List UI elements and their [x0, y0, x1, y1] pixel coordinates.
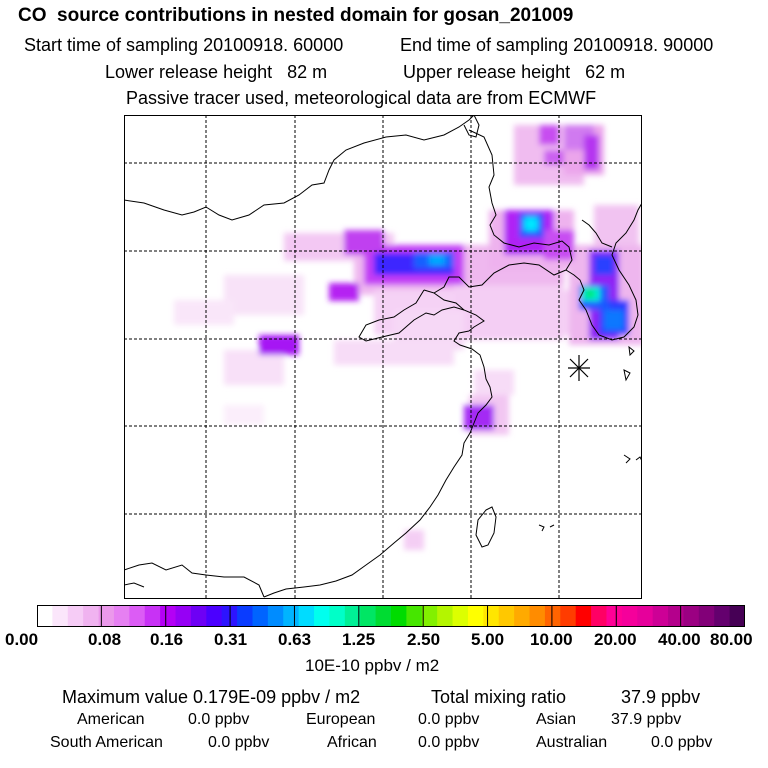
start-time-label: Start time of sampling 20100918. 60000 [24, 35, 344, 55]
colorbar-segment [729, 605, 745, 627]
colorbar-tick-label: 40.00 [658, 630, 701, 649]
colorbar-segment [391, 605, 407, 627]
region-value: 37.9 ppbv [611, 711, 682, 728]
colorbar-segment [591, 605, 607, 627]
region-value: 0.0 ppbv [208, 734, 270, 751]
colorbar-segment [52, 605, 69, 627]
colorbar-segment [83, 605, 100, 627]
colorbar-segment [375, 605, 392, 627]
colorbar-segment [314, 605, 330, 627]
colorbar-segment [406, 605, 423, 627]
region-name: South American [50, 734, 163, 751]
colorbar-tick-label: 5.00 [471, 630, 505, 649]
lower-height-label: Lower release height 82 m [105, 62, 328, 82]
asterisk-receptor-icon [568, 355, 590, 381]
colorbar-tick-label: 0.08 [88, 630, 122, 649]
tracer-note: Passive tracer used, meteorological data… [126, 88, 597, 108]
page-title: CO source contributions in nested domain… [18, 5, 574, 26]
total-mixing-label: Total mixing ratio [431, 687, 567, 707]
colorbar-segment [113, 605, 130, 627]
colorbar-segment [329, 605, 346, 627]
upper-height-label: Upper release height 62 m [403, 62, 626, 82]
region-value: 0.0 ppbv [651, 734, 713, 751]
colorbar-segment [160, 605, 177, 627]
colorbar-segment [67, 605, 84, 627]
colorbar-segment [652, 605, 669, 627]
colorbar-segment [606, 605, 623, 627]
colorbar-segment [668, 605, 684, 627]
colorbar-segment [575, 605, 592, 627]
coastlines [124, 115, 642, 598]
colorbar-segment [206, 605, 223, 627]
colorbar-tick-label: 20.00 [594, 630, 637, 649]
colorbar-tick-label: 10.00 [530, 630, 573, 649]
colorbar-tick-label: 0.63 [278, 630, 312, 649]
colorbar-segment [190, 605, 207, 627]
colorbar-segment [637, 605, 654, 627]
colorbar-segment [175, 605, 192, 627]
end-time-label: End time of sampling 20100918. 90000 [400, 35, 714, 55]
colorbar-segment [98, 605, 115, 627]
region-name: Australian [536, 734, 608, 751]
colorbar-tick-label: 1.25 [342, 630, 376, 649]
colorbar-segment [514, 605, 531, 627]
colorbar-segment [683, 605, 700, 627]
total-mixing-value: 37.9 ppbv [621, 687, 701, 707]
colorbar-segment [498, 605, 515, 627]
colorbar-segment [267, 605, 284, 627]
colorbar-border [37, 605, 745, 627]
colorbar-segment [144, 605, 161, 627]
colorbar-segment [452, 605, 469, 627]
colorbar-segment [437, 605, 454, 627]
colorbar-segment [529, 605, 546, 627]
colorbar-segment [544, 605, 561, 627]
region-name: Asian [536, 711, 577, 728]
colorbar-tick-label: 2.50 [407, 630, 441, 649]
colorbar-segment [298, 605, 315, 627]
colorbar-segment [360, 605, 377, 627]
region-value: 0.0 ppbv [418, 711, 480, 728]
colorbar-tick-label: 0.16 [150, 630, 184, 649]
colorbar-segment [237, 605, 253, 627]
colorbar-segment [129, 605, 146, 627]
region-name: European [306, 711, 376, 728]
colorbar [37, 605, 745, 627]
region-value: 0.0 ppbv [418, 734, 480, 751]
region-name: African [327, 734, 377, 751]
max-value-label: Maximum value 0.179E-09 ppbv / m2 [62, 687, 361, 707]
colorbar-tick-label: 0.00 [5, 630, 39, 649]
colorbar-segment [283, 605, 300, 627]
colorbar-segment [714, 605, 731, 627]
colorbar-segment [421, 605, 438, 627]
contribution-map [124, 115, 642, 599]
colorbar-segment [621, 605, 638, 627]
colorbar-tick-label: 0.31 [214, 630, 248, 649]
colorbar-segment [252, 605, 269, 627]
concentration-field [174, 125, 642, 550]
colorbar-segment [560, 605, 577, 627]
colorbar-tick-label: 80.00 [710, 630, 753, 649]
colorbar-segment [344, 605, 361, 627]
colorbar-unit: 10E-10 ppbv / m2 [305, 656, 440, 675]
colorbar-segment [467, 605, 484, 627]
region-name: American [77, 711, 145, 728]
region-value: 0.0 ppbv [188, 711, 250, 728]
colorbar-segment [37, 605, 53, 627]
colorbar-segment [483, 605, 500, 627]
colorbar-segment [698, 605, 715, 627]
grid-lines [124, 115, 642, 599]
